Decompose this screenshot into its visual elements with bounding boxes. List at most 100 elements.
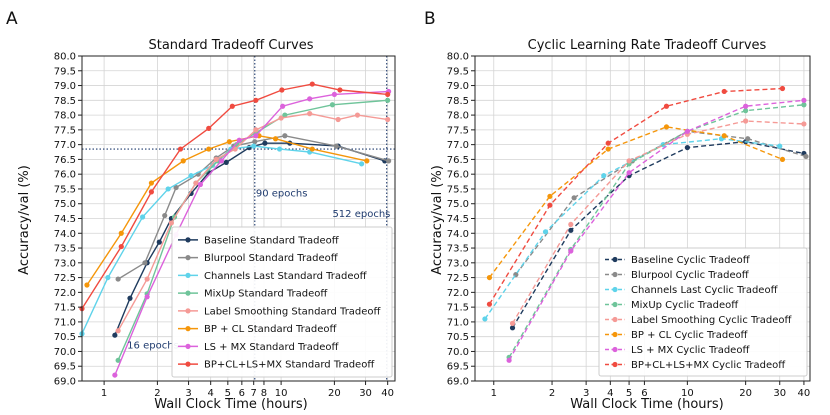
panel-a-legend-label: Label Smoothing Standard Tradeoff [204,306,382,317]
panel-a-legend-box [171,226,393,378]
panel-a: A Standard Tradeoff Curves 1 2 3 4 5 6 7 8 10 20 3… [6,9,396,412]
panel-a-x-tick-label: 40 [381,388,394,399]
panel-a-series-line-5 [117,112,388,332]
panel-a-series-point-6 [118,230,124,236]
panel-b-x-tick-label: 3 [583,388,589,399]
panel-b-y-tick-label: 70.5 [447,332,469,343]
panel-b-y-tick-label: 75.0 [447,199,469,210]
panel-a-series-point-6 [84,282,90,288]
panel-a-series-point-5 [168,220,175,226]
panel-a-series-point-8 [309,81,315,87]
panel-a-x-tick-label: 4 [207,388,213,399]
panel-a-series-point-5 [213,156,219,163]
panel-b-series-point-7 [743,103,749,109]
panel-a-y-tick-label: 76.5 [54,155,76,166]
panel-b-series-line-1 [511,140,805,329]
panel-b-legend-label: BP+CL+LS+MX Cyclic Tradeoff [631,360,786,371]
panel-a-y-tick-label: 77.5 [54,125,76,136]
panel-b-y-tick-label: 80.0 [447,52,469,63]
panel-a-y-tick-label: 79.0 [54,81,76,92]
panel-a-x-tick-label: 7 [251,388,257,399]
panel-b-series-point-5 [509,320,516,326]
panel-a-series [79,81,392,378]
panel-b-x-tick-label: 20 [739,388,752,399]
panel-a-y-axis-label: Accuracy/val (%) [17,165,32,275]
panel-a-series-point-2 [386,158,392,164]
panel-b-series-point-7 [568,248,574,254]
panel-b-legend-label: Channels Last Cyclic Tradeoff [631,285,779,296]
panel-a-y-tick-label: 69.0 [54,377,76,388]
panel-a-title: Standard Tradeoff Curves [148,38,313,53]
panel-a-y-tick-label: 70.5 [54,332,76,343]
panel-a-series-point-8 [385,91,391,98]
panel-b-x-tick-label: 10 [681,388,694,399]
panel-b-y-tick-label: 69.5 [447,362,469,373]
panel-a-legend-label: Channels Last Standard Tradeoff [204,271,368,282]
panel-a-series-point-7 [307,96,313,102]
panel-a-legend-label: MixUp Standard Tradeoff [204,289,328,300]
panel-a-series-point-7 [236,137,242,143]
panel-b-y-tick-label: 77.5 [447,125,469,136]
panel-a-x-tick-label: 10 [275,388,288,399]
panel-b-legend-box [598,247,808,377]
panel-a-series-point-3 [188,173,194,179]
panel-a-legend-label: LS + MX Standard Tradeoff [204,342,339,353]
panel-a-x-axis-label: Wall Clock Time (hours) [154,397,307,412]
panel-b-series-point-6 [663,124,670,130]
panel-a-series-point-3 [251,143,257,149]
panel-b-legend-label: BP + CL Cyclic Tradeoff [631,330,748,341]
panel-a-series-point-5 [115,328,121,334]
panel-b-series-point-7 [684,128,690,134]
panel-a-series-point-8 [253,97,259,103]
panel-a-y-tick-label: 78.5 [54,96,76,107]
panel-a-series-point-8 [337,87,343,93]
panel-b-series-point-5 [743,118,749,124]
panel-a-series-line-6 [86,135,367,286]
panel-b: B Cyclic Learning Rate Tradeoff Curves 1… [424,9,811,412]
panel-a-series-point-5 [144,276,150,282]
panel-a-legend-swatch-marker [185,343,191,349]
panel-a-series-point-5 [193,180,199,186]
panel-a-legend-label: Blurpool Standard Tradeoff [204,253,339,264]
panel-a-series-point-8 [229,103,235,109]
panel-a-series-point-1 [127,295,133,301]
panel-a-y-tick-label: 72.0 [54,288,76,299]
panel-b-series-point-8 [721,88,727,95]
panel-a-series-point-6 [180,158,186,164]
panel-b-y-tick-label: 77.0 [447,140,469,151]
panel-b-x-tick-label: 4 [607,388,613,399]
panel-a-series-point-8 [177,146,184,152]
panel-a-series-point-7 [112,372,118,378]
panel-a-legend-label: BP+CL+LS+MX Standard Tradeoff [204,360,375,371]
panel-b-y-tick-label: 73.5 [447,244,469,255]
panel-a-series-point-5 [278,115,284,121]
panel-a-y-tick-label: 75.0 [54,199,76,210]
panel-a-series-point-6 [148,180,155,186]
panel-a-x-tick-label: 20 [328,388,341,399]
panel-b-legend-label: Blurpool Cyclic Tradeoff [631,270,750,281]
panel-a-y-tick-label: 74.5 [54,214,76,225]
panel-a-series-point-7 [218,158,225,164]
panel-b-legend-swatch-marker [612,331,618,338]
panel-b-y-tick-label: 79.5 [447,66,469,77]
panel-a-series-point-3 [209,162,216,168]
panel-a-series-point-5 [335,116,341,123]
panel-a-series-point-6 [364,158,370,164]
panel-b-series-point-7 [626,170,632,176]
panel-b-series-point-1 [568,227,574,233]
panel-b-series-line-6 [488,126,783,279]
panel-b-series-point-8 [547,202,553,208]
panel-a-series-point-1 [262,140,268,146]
panel-b-y-tick-label: 74.0 [447,229,469,240]
panel-a-letter: A [6,9,18,29]
panel-b-y-tick-label: 76.0 [447,170,469,181]
panel-b-series-line-5 [511,120,804,324]
panel-a-series-point-3 [359,161,365,167]
panel-a-series-point-6 [309,146,315,152]
panel-b-series-line-7 [508,99,804,361]
panel-a-legend-label: Baseline Standard Tradeoff [204,235,340,246]
panel-a-x-ticks: 1 2 3 4 5 6 7 8 10 20 30 40 [101,381,394,399]
panel-b-legend-label: Label Smoothing Cyclic Tradeoff [631,315,793,326]
panel-b-letter: B [424,9,436,29]
panel-b-y-tick-label: 76.5 [447,155,469,166]
